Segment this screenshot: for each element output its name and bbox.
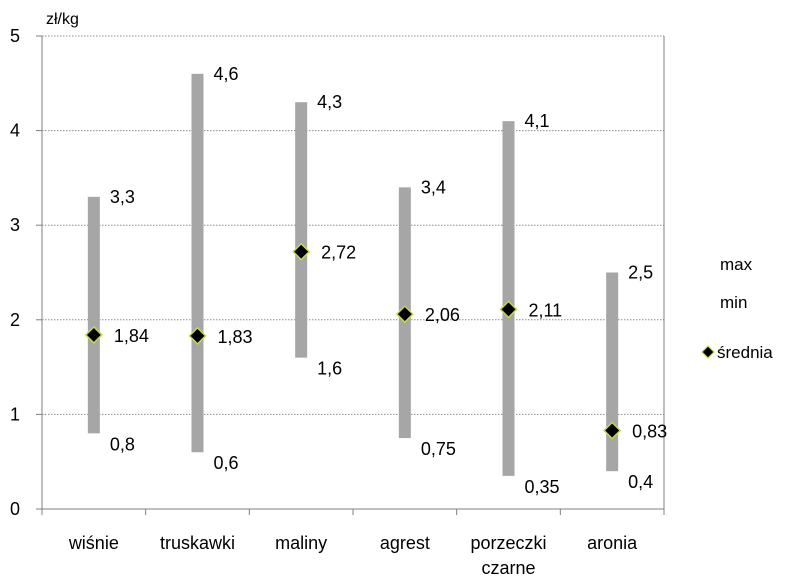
- y-tick-label: 4: [10, 121, 20, 141]
- mean-label: 1,84: [114, 326, 149, 346]
- max-label: 4,1: [525, 111, 550, 131]
- x-category-label: porzeczki: [470, 533, 546, 553]
- y-axis-unit-label: zł/kg: [46, 11, 79, 28]
- axes: 0 1 2 3 4 5 wiśnie truskawki maliny agrest porzecz…: [10, 26, 665, 578]
- data-labels: 3,3 0,8 1,84 4,6 0,6 1,83 4,3 1,6 2,72 3,4 0,75 2,0…: [110, 64, 667, 497]
- min-label: 0,35: [525, 477, 560, 497]
- mean-label: 2,06: [425, 305, 460, 325]
- min-label: 0,6: [214, 453, 239, 473]
- mean-label: 1,83: [218, 327, 253, 347]
- legend-min: min: [720, 293, 747, 312]
- x-category-label: agrest: [380, 533, 430, 553]
- mean-label: 0,83: [632, 421, 667, 441]
- mean-markers: [84, 242, 622, 440]
- legend-mean-marker: [701, 345, 715, 359]
- mean-marker: [292, 242, 311, 261]
- min-label: 0,4: [628, 472, 653, 492]
- mean-marker: [84, 325, 103, 344]
- legend: max min średnia: [701, 255, 773, 362]
- mean-label: 2,72: [321, 243, 356, 263]
- range-bar: [606, 272, 619, 472]
- range-bar: [502, 121, 515, 476]
- mean-label: 2,11: [529, 300, 563, 320]
- x-category-label: czarne: [481, 558, 535, 578]
- range-bar: [87, 196, 100, 434]
- max-label: 4,6: [214, 64, 239, 84]
- mean-marker: [188, 326, 207, 345]
- y-tick-label: 0: [10, 499, 20, 519]
- gridlines: [42, 35, 664, 415]
- mean-marker: [603, 421, 622, 440]
- x-category-label: maliny: [275, 533, 327, 553]
- mean-marker: [499, 300, 518, 319]
- mean-marker: [395, 305, 414, 324]
- y-tick-label: 3: [10, 215, 20, 235]
- min-label: 0,75: [421, 439, 456, 459]
- x-category-label: aronia: [587, 533, 638, 553]
- y-tick-label: 1: [10, 404, 20, 424]
- max-label: 3,3: [110, 187, 135, 207]
- x-category-label: truskawki: [160, 533, 235, 553]
- y-tick-label: 5: [10, 26, 20, 46]
- legend-mean: średnia: [717, 343, 773, 362]
- max-label: 4,3: [317, 92, 342, 112]
- min-label: 0,8: [110, 434, 135, 454]
- range-bar: [295, 102, 308, 358]
- y-tick-label: 2: [10, 310, 20, 330]
- range-bar: [191, 73, 204, 453]
- max-label: 2,5: [628, 263, 653, 283]
- max-label: 3,4: [421, 177, 446, 197]
- min-label: 1,6: [317, 359, 342, 379]
- x-category-label: wiśnie: [68, 533, 119, 553]
- legend-max: max: [720, 255, 753, 274]
- range-bars: [87, 73, 619, 476]
